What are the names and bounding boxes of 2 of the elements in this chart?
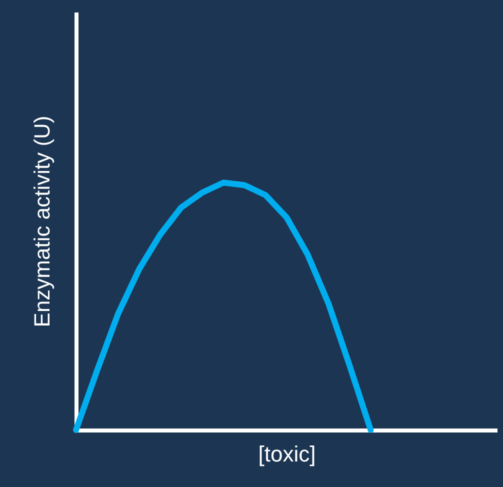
y-axis-title: Enzymatic activity (U) — [30, 116, 54, 328]
x-axis-title: [toxic] — [258, 442, 316, 466]
